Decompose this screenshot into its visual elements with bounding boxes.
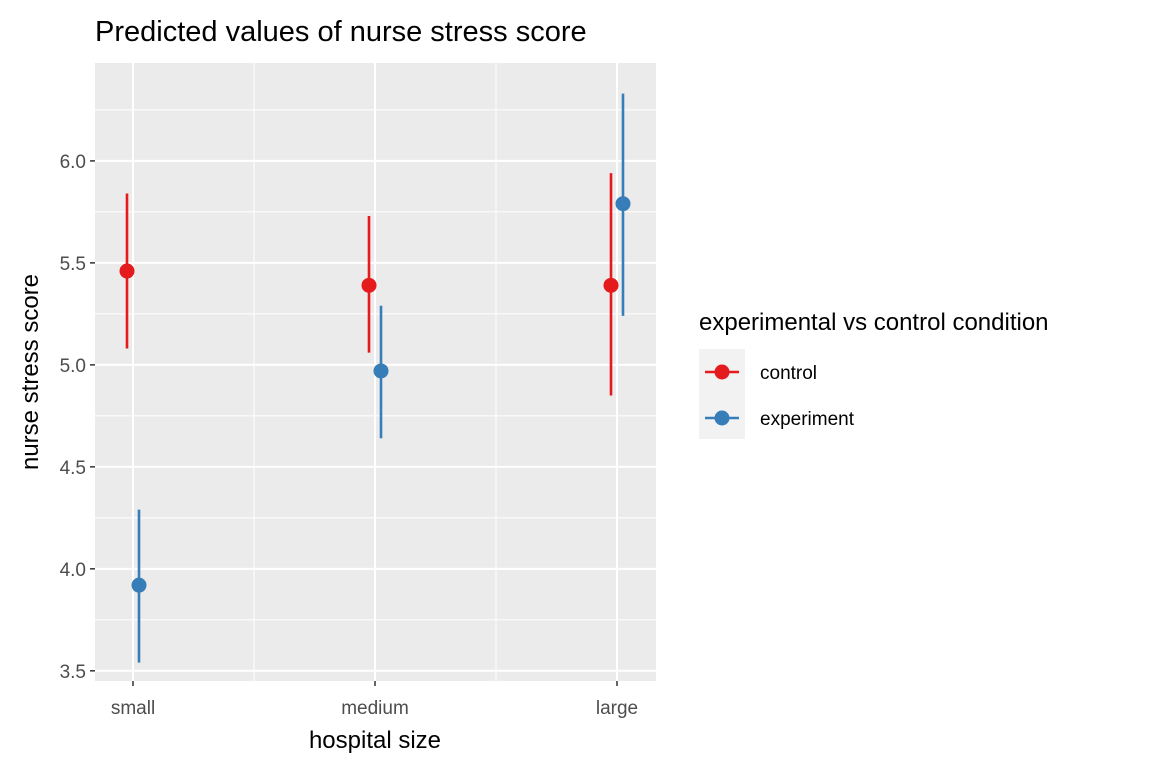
y-tick-label: 6.0 [60, 152, 86, 173]
legend-key-point [714, 364, 730, 380]
x-axis-title: hospital size [309, 727, 441, 754]
x-axis-ticks: small medium large [111, 681, 638, 719]
x-tick-label: large [596, 698, 638, 719]
data-point [131, 577, 147, 593]
legend-label: control [760, 363, 817, 384]
x-tick-label: medium [341, 698, 409, 719]
major-gridlines [95, 63, 656, 681]
y-tick-label: 4.5 [60, 458, 86, 479]
data-point [119, 263, 135, 279]
data-point [615, 196, 631, 212]
legend-items: control experiment [705, 363, 855, 430]
series-control [119, 173, 619, 396]
x-tick-label: small [111, 698, 155, 719]
data-series [119, 93, 631, 663]
legend-label: experiment [760, 409, 855, 430]
legend-key-point [714, 410, 730, 426]
chart-title: Predicted values of nurse stress score [95, 16, 587, 48]
legend: experimental vs control condition contro… [699, 309, 1049, 439]
data-point [361, 277, 377, 293]
y-tick-label: 5.5 [60, 254, 86, 275]
data-point [373, 363, 389, 379]
y-tick-label: 3.5 [60, 662, 86, 683]
legend-title: experimental vs control condition [699, 309, 1049, 336]
data-point [603, 277, 619, 293]
y-tick-label: 4.0 [60, 560, 86, 581]
y-axis-title: nurse stress score [17, 274, 44, 470]
y-tick-label: 5.0 [60, 356, 86, 377]
series-experiment [131, 93, 631, 663]
y-axis-ticks: 3.5 4.0 4.5 5.0 5.5 6.0 [60, 152, 95, 683]
